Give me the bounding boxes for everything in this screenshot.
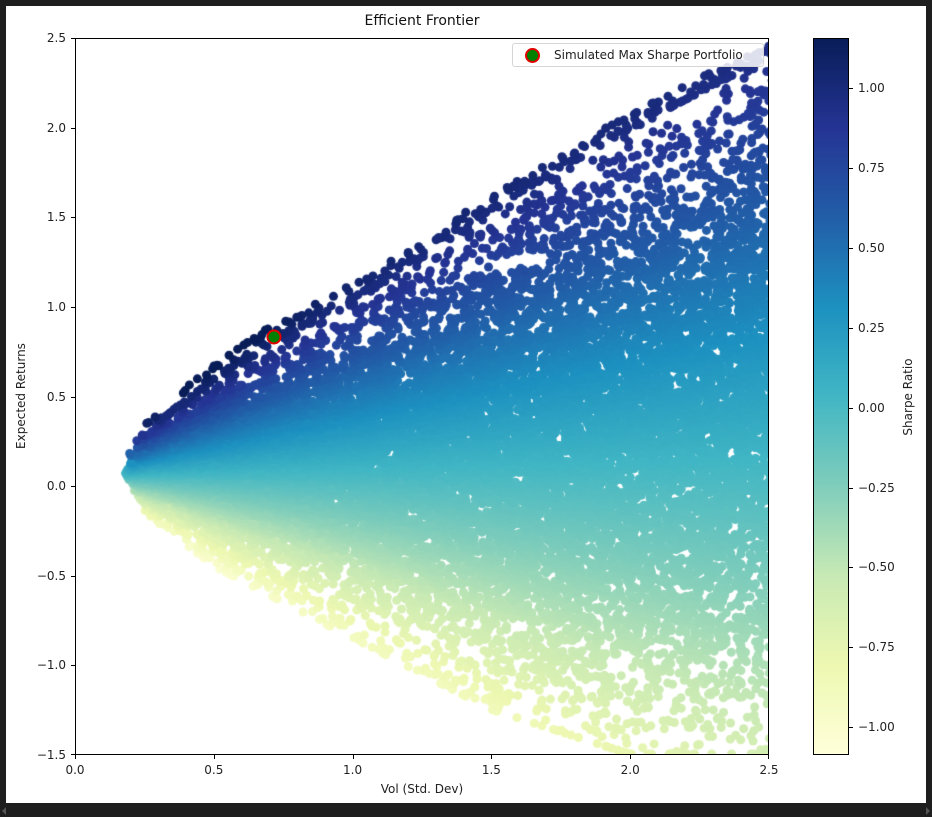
y-tick-mark <box>71 575 75 577</box>
x-tick-mark <box>768 755 769 759</box>
x-tick-mark <box>630 755 632 759</box>
x-tick-mark <box>75 755 76 759</box>
y-tick-mark <box>71 217 75 219</box>
resize-left-icon <box>2 807 6 815</box>
x-tick-label: 0.5 <box>204 763 224 777</box>
colorbar-tick-label: −0.50 <box>858 560 895 574</box>
colorbar-tick-label: 0.25 <box>858 321 885 335</box>
colorbar-tick-mark <box>849 567 853 568</box>
legend: Simulated Max Sharpe Portfolio <box>512 43 764 67</box>
colorbar-tick-label: 1.00 <box>858 81 885 95</box>
y-tick-mark <box>71 38 75 39</box>
colorbar-tick-label: 0.00 <box>858 401 885 415</box>
colorbar-tick-label: 0.75 <box>858 161 885 175</box>
y-tick-label: 0.5 <box>46 389 66 404</box>
colorbar-tick-label: 0.50 <box>858 241 885 255</box>
y-tick-mark <box>71 127 75 129</box>
y-tick-mark <box>71 754 75 755</box>
y-tick-label: 0.0 <box>46 479 66 494</box>
x-tick-label: 1.0 <box>343 763 363 777</box>
y-tick-mark <box>71 396 75 398</box>
x-tick-mark <box>491 755 493 759</box>
y-axis-label: Expected Returns <box>14 343 28 449</box>
colorbar-tick-mark <box>849 727 853 728</box>
y-tick-label: −0.5 <box>36 568 66 583</box>
colorbar-tick-mark <box>849 168 853 169</box>
colorbar-label: Sharpe Ratio <box>901 358 915 436</box>
x-tick-label: 2.0 <box>620 763 640 777</box>
colorbar-tick-mark <box>849 248 853 249</box>
x-tick-label: 0.0 <box>65 763 85 777</box>
colorbar-tick-mark <box>849 408 853 409</box>
colorbar-tick-label: −1.00 <box>858 720 895 734</box>
colorbar-tick-mark <box>849 488 853 489</box>
y-tick-label: 2.5 <box>46 31 66 45</box>
x-tick-label: 1.5 <box>481 763 501 777</box>
x-axis-label: Vol (Std. Dev) <box>380 782 464 796</box>
y-tick-label: 1.0 <box>46 299 66 314</box>
x-tick-label: 2.5 <box>759 763 779 777</box>
colorbar-tick-mark <box>849 328 853 329</box>
plot-area <box>75 38 769 755</box>
colorbar-tick-label: −0.25 <box>858 481 895 495</box>
x-tick-mark <box>213 755 215 759</box>
y-tick-mark <box>71 486 75 488</box>
max-sharpe-marker <box>266 329 282 345</box>
chart-title: Efficient Frontier <box>364 13 480 29</box>
y-tick-mark <box>71 665 75 667</box>
y-tick-label: −1.0 <box>36 658 66 673</box>
colorbar-tick-label: −0.75 <box>858 640 895 654</box>
x-tick-mark <box>352 755 354 759</box>
resize-right-icon <box>926 807 930 815</box>
y-tick-mark <box>71 306 75 308</box>
colorbar-tick-mark <box>849 88 853 89</box>
y-tick-label: 2.0 <box>46 120 66 135</box>
y-tick-label: 1.5 <box>46 210 66 225</box>
legend-label: Simulated Max Sharpe Portfolio <box>554 48 743 62</box>
legend-marker-icon <box>525 47 540 63</box>
scatter-points <box>76 39 768 754</box>
y-tick-label: −1.5 <box>36 748 66 762</box>
colorbar-tick-mark <box>849 647 853 648</box>
colorbar <box>813 38 849 755</box>
